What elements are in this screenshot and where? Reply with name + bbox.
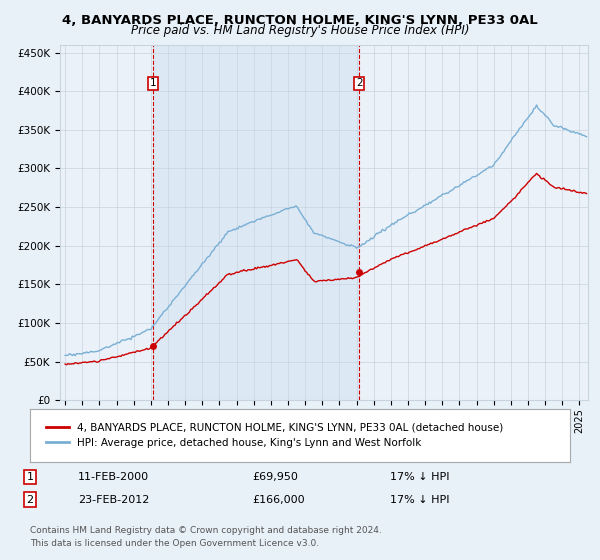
Text: 4, BANYARDS PLACE, RUNCTON HOLME, KING'S LYNN, PE33 0AL: 4, BANYARDS PLACE, RUNCTON HOLME, KING'S… bbox=[62, 14, 538, 27]
Text: 2: 2 bbox=[356, 78, 362, 88]
Text: 1: 1 bbox=[26, 472, 34, 482]
Bar bbox=[153, 45, 359, 400]
Text: 11-FEB-2000: 11-FEB-2000 bbox=[78, 472, 149, 482]
Legend: 4, BANYARDS PLACE, RUNCTON HOLME, KING'S LYNN, PE33 0AL (detached house), HPI: A: 4, BANYARDS PLACE, RUNCTON HOLME, KING'S… bbox=[41, 417, 509, 454]
Text: 23-FEB-2012: 23-FEB-2012 bbox=[78, 494, 149, 505]
Text: 17% ↓ HPI: 17% ↓ HPI bbox=[390, 494, 449, 505]
Text: 1: 1 bbox=[149, 78, 156, 88]
Text: Contains HM Land Registry data © Crown copyright and database right 2024.
This d: Contains HM Land Registry data © Crown c… bbox=[30, 526, 382, 548]
Text: 17% ↓ HPI: 17% ↓ HPI bbox=[390, 472, 449, 482]
Text: £69,950: £69,950 bbox=[252, 472, 298, 482]
Text: Price paid vs. HM Land Registry's House Price Index (HPI): Price paid vs. HM Land Registry's House … bbox=[131, 24, 469, 37]
Text: £166,000: £166,000 bbox=[252, 494, 305, 505]
Text: 2: 2 bbox=[26, 494, 34, 505]
